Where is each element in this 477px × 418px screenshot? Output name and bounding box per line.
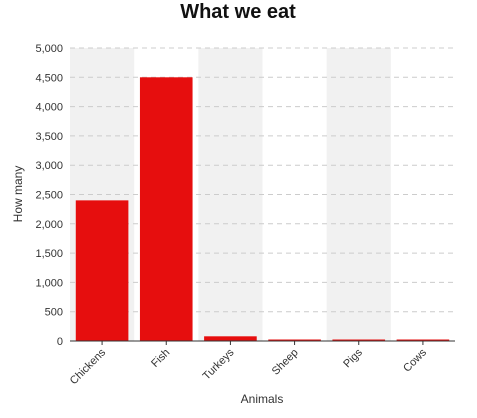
- gridlines: [70, 47, 455, 313]
- x-tick-label: Chickens: [68, 346, 109, 387]
- bars: [75, 77, 450, 342]
- x-tick-label: Fish: [149, 347, 172, 370]
- x-tick-label: Cows: [401, 346, 429, 374]
- y-axis-ticks: 0 500 1,000 1,500 2,000 2,500 3,000 3,500 4,000 4…: [35, 43, 63, 348]
- x-tick-label: Sheep: [270, 347, 301, 378]
- bar-cows: [396, 339, 450, 341]
- y-tick-label: 3,000: [35, 160, 63, 172]
- x-axis-label: Animals: [241, 392, 284, 406]
- chart-title: What we eat: [180, 1, 296, 23]
- y-axis-label: How many: [11, 166, 25, 223]
- y-tick-label: 0: [57, 336, 63, 348]
- bar-fish: [139, 77, 193, 342]
- y-tick-label: 1,500: [35, 248, 63, 260]
- y-tick-label: 2,000: [35, 219, 63, 231]
- bar-chickens: [75, 200, 129, 341]
- y-tick-label: 4,000: [35, 102, 63, 114]
- bar-pigs: [332, 339, 386, 341]
- x-axis-ticks: Chickens Fish Turkeys Sheep Pigs Cows: [68, 341, 429, 387]
- bar-turkeys: [204, 336, 257, 341]
- y-tick-label: 4,500: [35, 72, 63, 84]
- bar-sheep: [268, 339, 321, 341]
- y-tick-label: 500: [45, 307, 63, 319]
- y-tick-label: 5,000: [35, 43, 63, 55]
- x-tick-label: Pigs: [341, 346, 365, 370]
- y-tick-label: 1,000: [35, 277, 63, 289]
- x-tick-label: Turkeys: [201, 346, 237, 382]
- y-tick-label: 2,500: [35, 190, 63, 202]
- y-tick-label: 3,500: [35, 131, 63, 143]
